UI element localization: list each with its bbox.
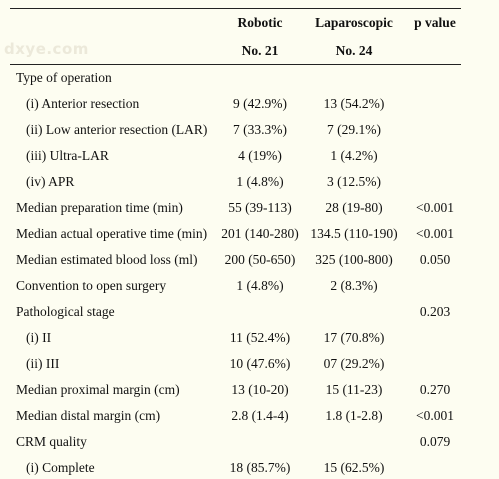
pvalue-cell — [403, 64, 467, 91]
row-label: (i) II — [26, 330, 52, 345]
pvalue-cell — [403, 169, 467, 195]
table-row: (ii) III 10 (47.6%) 07 (29.2%) — [10, 351, 467, 377]
laparoscopic-cell: 17 (70.8%) — [323, 330, 385, 345]
row-label: Median proximal margin (cm) — [16, 382, 180, 397]
robotic-cell — [215, 299, 305, 325]
header-row-titles: Robotic Laparoscopic p value — [10, 9, 467, 37]
laparoscopic-cell: 1 (4.2%) — [330, 148, 378, 163]
pvalue-cell — [403, 117, 467, 143]
table-row: CRM quality 0.079 — [10, 429, 467, 455]
laparoscopic-cell — [305, 299, 403, 325]
pvalue-cell: <0.001 — [416, 200, 454, 215]
row-label: Median preparation time (min) — [16, 200, 183, 215]
table-row: Type of operation — [10, 64, 467, 91]
header-pvalue-blank — [403, 37, 467, 64]
watermark: dxye.com — [4, 40, 89, 58]
pvalue-cell — [403, 143, 467, 169]
robotic-cell: 200 (50-650) — [224, 252, 296, 267]
header-robotic-n: No. 21 — [241, 42, 279, 58]
laparoscopic-cell: 7 (29.1%) — [327, 122, 381, 137]
pvalue-cell: 0.050 — [419, 252, 451, 267]
pvalue-cell — [403, 273, 467, 299]
table-row: Convention to open surgery 1 (4.8%) 2 (8… — [10, 273, 467, 299]
row-label: (ii) Low anterior resection (LAR) — [26, 122, 208, 137]
laparoscopic-cell: 134.5 (110-190) — [310, 226, 398, 241]
row-label: Convention to open surgery — [16, 278, 167, 293]
robotic-cell — [215, 64, 305, 91]
table-header: Robotic Laparoscopic p value No. 21 No. … — [10, 9, 467, 64]
pvalue-cell: <0.001 — [416, 408, 454, 423]
row-label: Type of operation — [16, 69, 112, 85]
table-row: (iii) Ultra-LAR 4 (19%) 1 (4.2%) — [10, 143, 467, 169]
pvalue-cell — [403, 91, 467, 117]
row-label: (i) Anterior resection — [26, 96, 140, 111]
row-label: (i) Complete — [26, 460, 95, 475]
row-label: (ii) III — [26, 356, 60, 371]
row-label: Median distal margin (cm) — [16, 408, 161, 423]
header-robotic: Robotic — [237, 15, 283, 30]
table-row: (i) Complete 18 (85.7%) 15 (62.5%) — [10, 455, 467, 479]
row-label: (iv) APR — [26, 174, 75, 189]
table-row: (i) II 11 (52.4%) 17 (70.8%) — [10, 325, 467, 351]
laparoscopic-cell: 07 (29.2%) — [323, 356, 385, 371]
robotic-cell: 11 (52.4%) — [229, 330, 291, 345]
pvalue-cell: <0.001 — [416, 226, 454, 241]
header-laparoscopic-n: No. 24 — [335, 42, 373, 58]
robotic-cell: 201 (140-280) — [221, 226, 299, 241]
table-row: Median estimated blood loss (ml) 200 (50… — [10, 247, 467, 273]
table-top-rule — [10, 8, 461, 9]
table-row: (iv) APR 1 (4.8%) 3 (12.5%) — [10, 169, 467, 195]
row-label: Median estimated blood loss (ml) — [16, 252, 198, 267]
header-pvalue: p value — [414, 15, 456, 30]
laparoscopic-cell: 3 (12.5%) — [327, 174, 381, 189]
robotic-cell — [215, 429, 305, 455]
robotic-cell: 1 (4.8%) — [236, 278, 284, 293]
header-row-counts: No. 21 No. 24 — [10, 37, 467, 64]
comparison-table: Robotic Laparoscopic p value No. 21 No. … — [10, 9, 467, 479]
table-row: Median preparation time (min) 55 (39-113… — [10, 195, 467, 221]
row-label: (iii) Ultra-LAR — [26, 148, 109, 163]
pvalue-cell — [403, 455, 467, 479]
laparoscopic-cell: 1.8 (1-2.8) — [325, 408, 383, 423]
pvalue-cell: 0.270 — [419, 382, 451, 397]
laparoscopic-cell — [305, 64, 403, 91]
laparoscopic-cell: 28 (19-80) — [325, 200, 383, 215]
table-row: Pathological stage 0.203 — [10, 299, 467, 325]
row-label: Pathological stage — [16, 304, 115, 319]
robotic-cell: 18 (85.7%) — [229, 460, 291, 475]
robotic-cell: 55 (39-113) — [228, 200, 292, 215]
table-header-rule — [10, 64, 461, 65]
robotic-cell: 10 (47.6%) — [229, 356, 291, 371]
row-label: CRM quality — [16, 434, 87, 449]
laparoscopic-cell: 2 (8.3%) — [330, 278, 378, 293]
table-row: (i) Anterior resection 9 (42.9%) 13 (54.… — [10, 91, 467, 117]
header-label-cell — [10, 9, 215, 37]
robotic-cell: 7 (33.3%) — [233, 122, 287, 137]
robotic-cell: 4 (19%) — [238, 148, 282, 163]
table-row: (ii) Low anterior resection (LAR) 7 (33.… — [10, 117, 467, 143]
pvalue-cell — [403, 325, 467, 351]
robotic-cell: 2.8 (1.4-4) — [231, 408, 289, 423]
pvalue-cell: 0.203 — [419, 304, 451, 319]
laparoscopic-cell: 325 (100-800) — [315, 252, 393, 267]
table-row: Median proximal margin (cm) 13 (10-20) 1… — [10, 377, 467, 403]
header-label-cell — [10, 37, 215, 64]
table-row: Median actual operative time (min) 201 (… — [10, 221, 467, 247]
pvalue-cell — [403, 351, 467, 377]
pvalue-cell: 0.079 — [419, 434, 451, 449]
header-laparoscopic: Laparoscopic — [315, 15, 393, 30]
table-body: Type of operation (i) Anterior resection… — [10, 64, 467, 479]
laparoscopic-cell — [305, 429, 403, 455]
laparoscopic-cell: 15 (11-23) — [325, 382, 383, 397]
robotic-cell: 9 (42.9%) — [233, 96, 287, 111]
robotic-cell: 13 (10-20) — [231, 382, 289, 397]
robotic-cell: 1 (4.8%) — [236, 174, 284, 189]
table-row: Median distal margin (cm) 2.8 (1.4-4) 1.… — [10, 403, 467, 429]
row-label: Median actual operative time (min) — [16, 226, 208, 241]
laparoscopic-cell: 15 (62.5%) — [323, 460, 385, 475]
laparoscopic-cell: 13 (54.2%) — [323, 96, 385, 111]
